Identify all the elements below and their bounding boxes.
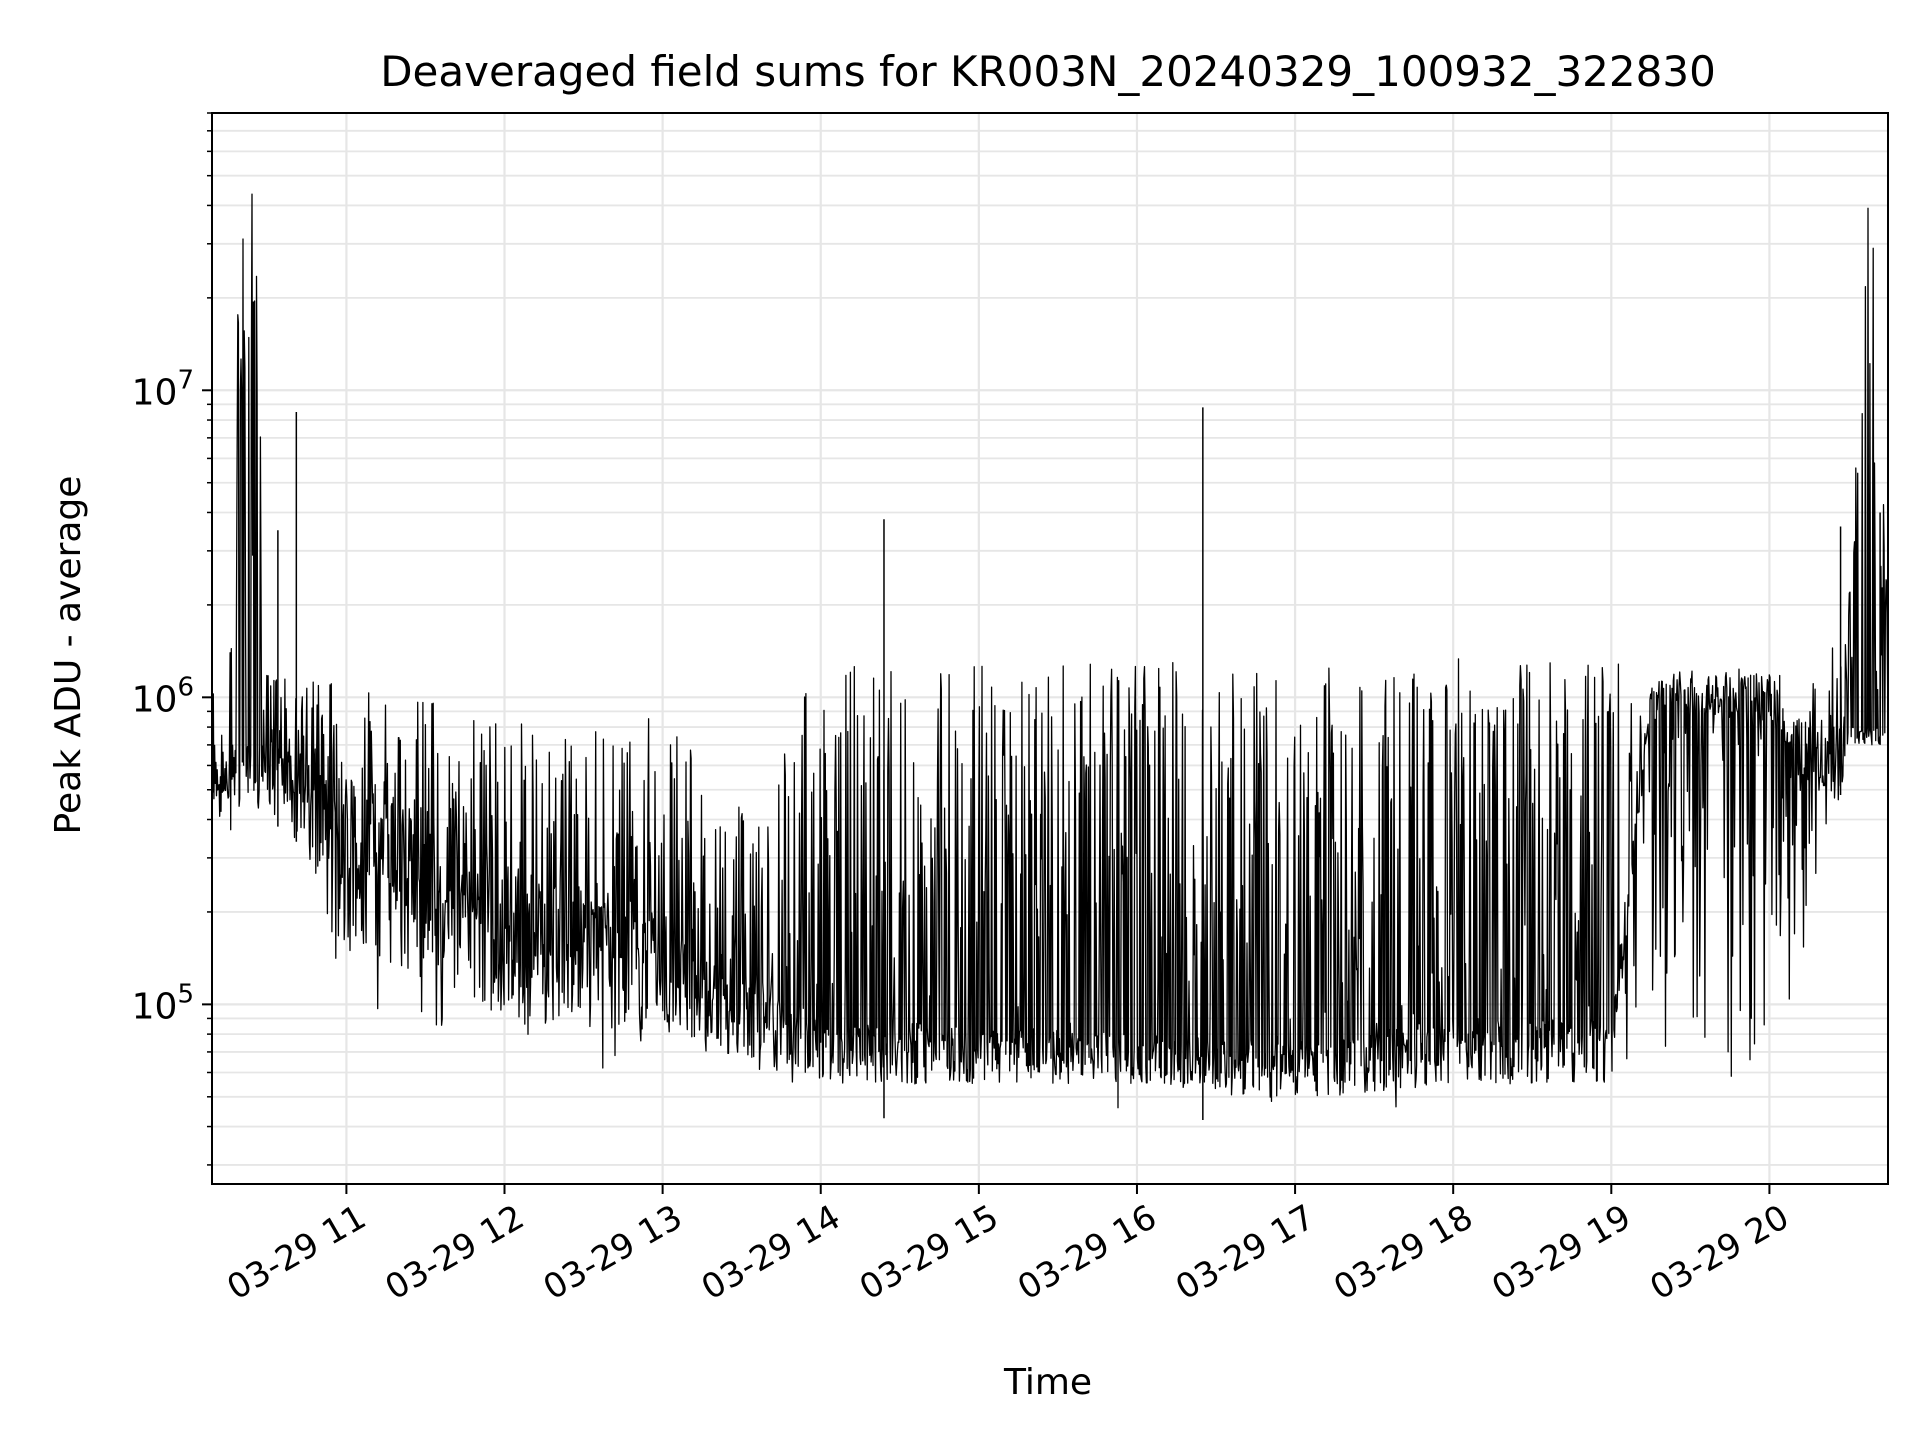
series-layer [211, 193, 1889, 1121]
plot-frame [211, 112, 1889, 1185]
y-tick-exponent: 6 [177, 672, 194, 702]
y-axis-label: Peak ADU - average [48, 476, 89, 835]
y-tick-exponent: 7 [177, 365, 194, 395]
y-tick-base: 10 [132, 986, 178, 1027]
y-tick-exponent: 5 [177, 979, 194, 1009]
y-tick-label: 107 [132, 365, 194, 413]
y-tick-base: 10 [132, 679, 178, 720]
series-line [211, 193, 1889, 1109]
chart-title: Deaveraged field sums for KR003N_2024032… [380, 47, 1716, 96]
x-axis-label: Time [1003, 1362, 1092, 1403]
y-tick-base: 10 [132, 372, 178, 413]
y-tick-label: 106 [132, 672, 194, 720]
y-tick-label: 105 [132, 979, 194, 1027]
